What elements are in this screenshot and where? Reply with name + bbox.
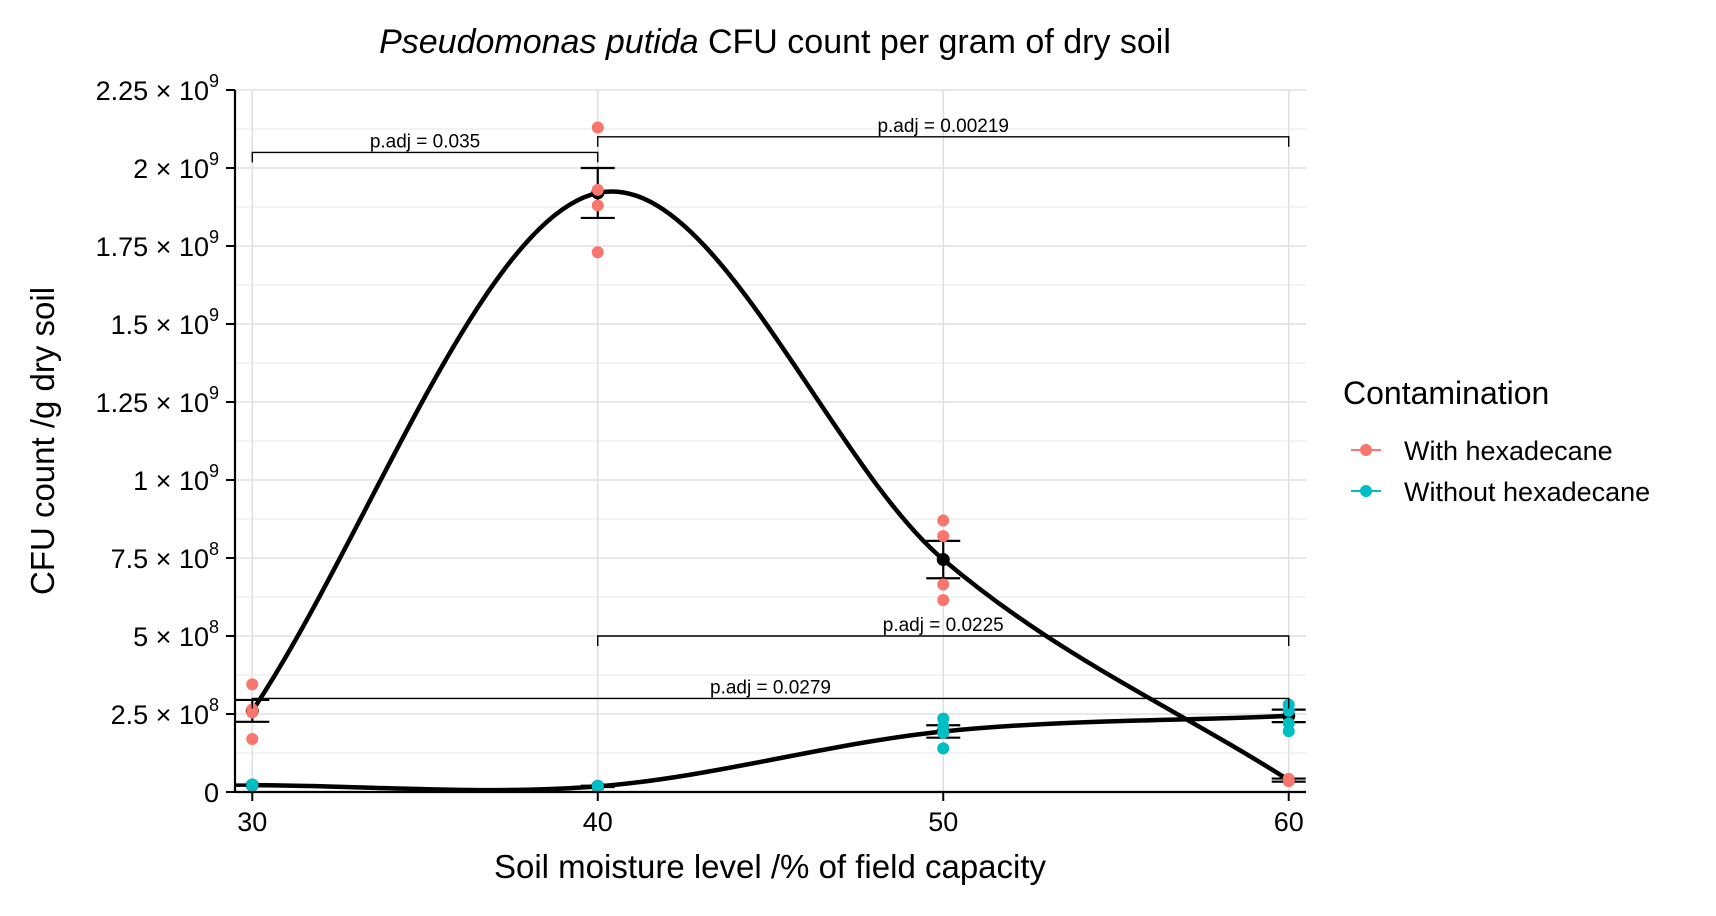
x-ticks: 30 40 50 60 — [237, 792, 1304, 837]
data-point — [246, 732, 259, 745]
bracket-label: p.adj = 0.00219 — [877, 116, 1009, 137]
x-tick-label: 40 — [583, 807, 613, 837]
significance-brackets: p.adj = 0.035 p.adj = 0.00219 p.adj = 0.02… — [251, 116, 1290, 709]
data-point — [937, 742, 950, 755]
legend-items: With hexadecane Without hexadecane — [1351, 436, 1650, 507]
fit-lines — [250, 189, 1290, 793]
fit-line — [252, 713, 1289, 793]
legend: Contamination With hexadecane Without hex… — [1343, 375, 1650, 507]
grid — [235, 89, 1306, 793]
data-point — [591, 121, 604, 134]
x-tick-label: 50 — [928, 807, 958, 837]
y-axis-title: CFU count /g dry soil — [24, 287, 61, 595]
x-tick-label: 30 — [237, 807, 267, 837]
significance-bracket: p.adj = 0.035 — [251, 131, 599, 163]
legend-title: Contamination — [1343, 375, 1549, 411]
chart-title: Pseudomonas putida CFU count per gram of… — [379, 23, 1171, 61]
y-tick-label: 1.5 × 109 — [111, 305, 219, 340]
bracket-line — [597, 635, 1290, 646]
data-point — [246, 706, 259, 719]
legend-item: Without hexadecane — [1351, 477, 1650, 507]
y-tick-label: 1.25 × 109 — [96, 383, 219, 418]
data-point — [937, 530, 950, 543]
data-point — [937, 578, 950, 591]
data-point — [1282, 704, 1295, 717]
data-point — [937, 514, 950, 527]
data-point — [937, 594, 950, 607]
bracket-line — [251, 697, 1290, 709]
y-tick-label: 0 — [204, 778, 219, 808]
y-tick-label: 7.5 × 108 — [111, 539, 219, 574]
x-tick-label: 60 — [1274, 807, 1304, 837]
data-point — [1282, 775, 1295, 788]
bracket-label: p.adj = 0.0279 — [710, 677, 831, 698]
y-tick-label: 2 × 109 — [133, 149, 219, 184]
y-tick-label: 5 × 108 — [133, 617, 219, 652]
significance-bracket: p.adj = 0.0225 — [597, 615, 1290, 646]
y-tick-label: 1.75 × 109 — [96, 227, 219, 262]
mean-point — [936, 553, 950, 567]
axes — [233, 90, 1306, 794]
data-point — [1282, 725, 1295, 738]
data-point — [591, 199, 604, 212]
legend-label: With hexadecane — [1404, 436, 1613, 466]
data-points — [246, 121, 1295, 794]
data-point — [591, 246, 604, 259]
data-point — [937, 726, 950, 739]
data-point — [246, 678, 259, 691]
data-point — [246, 779, 259, 792]
y-tick-label: 2.25 × 109 — [96, 71, 219, 106]
y-tick-label: 1 × 109 — [133, 461, 219, 496]
legend-label: Without hexadecane — [1404, 477, 1650, 507]
legend-item: With hexadecane — [1351, 436, 1613, 466]
y-ticks: 0 2.5 × 108 5 × 108 7.5 × 108 1 × 109 1.25 × … — [96, 71, 235, 808]
legend-key-point — [1360, 485, 1372, 497]
bracket-line — [251, 151, 599, 163]
significance-bracket: p.adj = 0.00219 — [597, 116, 1290, 147]
fit-line — [250, 189, 1290, 783]
bracket-label: p.adj = 0.035 — [370, 131, 480, 152]
bracket-line — [597, 136, 1290, 147]
bracket-label: p.adj = 0.0225 — [883, 615, 1004, 636]
chart-title-italic: Pseudomonas putida — [379, 23, 698, 61]
chart-title-rest: CFU count per gram of dry soil — [699, 23, 1171, 61]
x-axis-title: Soil moisture level /% of field capacity — [494, 848, 1047, 885]
data-point — [591, 183, 604, 196]
significance-bracket: p.adj = 0.0279 — [251, 677, 1290, 709]
y-tick-label: 2.5 × 108 — [111, 695, 219, 730]
legend-key-point — [1360, 444, 1372, 456]
data-point — [591, 781, 604, 794]
